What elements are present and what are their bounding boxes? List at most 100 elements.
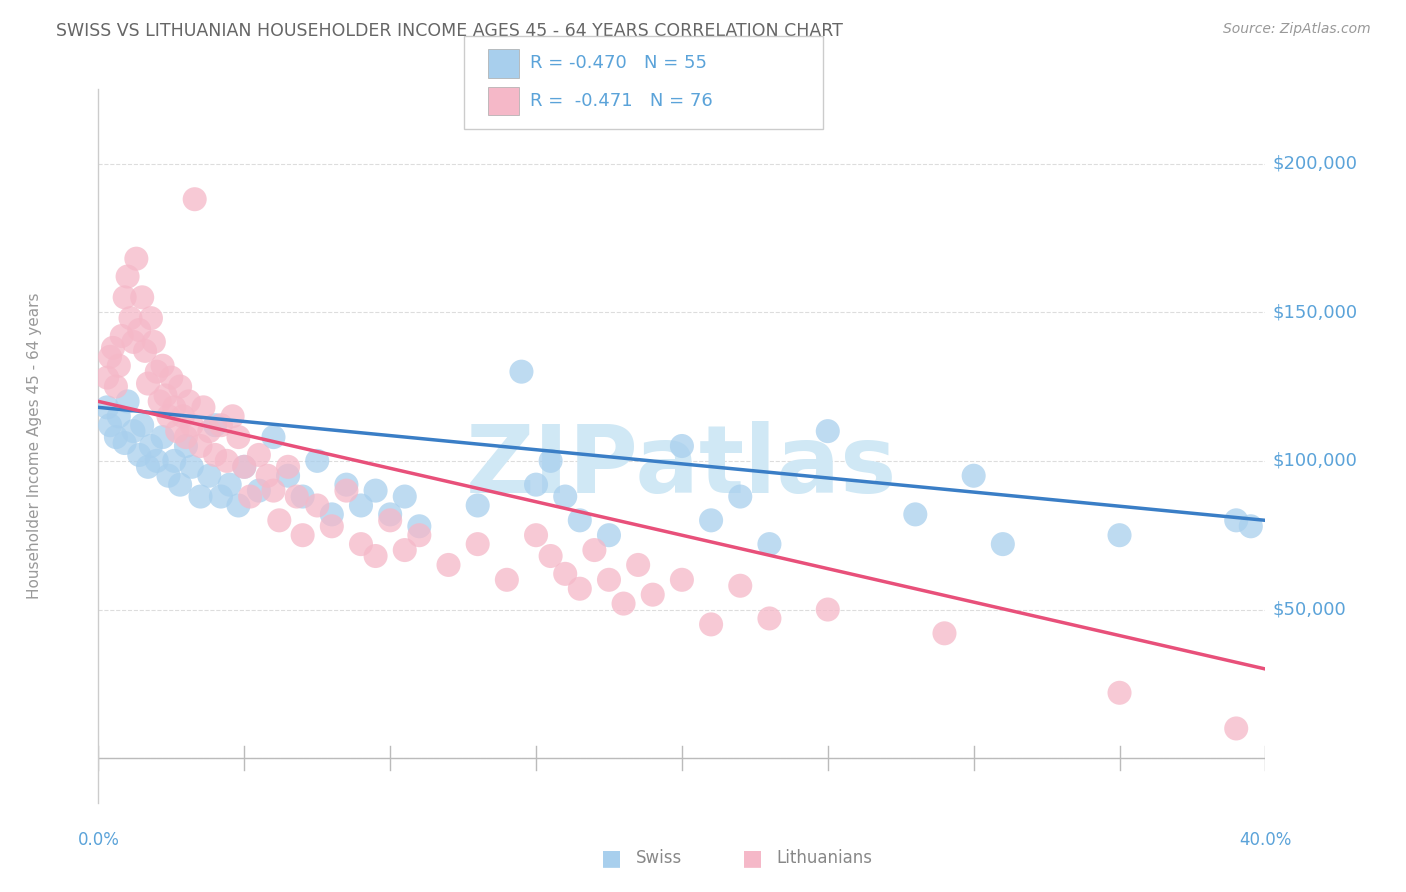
Point — [152, 359, 174, 373]
Point — [671, 573, 693, 587]
Point — [209, 418, 232, 433]
Point — [598, 573, 620, 587]
Point — [108, 359, 131, 373]
Point — [98, 350, 121, 364]
Point — [671, 439, 693, 453]
Point — [204, 418, 226, 433]
Point — [583, 543, 606, 558]
Text: $50,000: $50,000 — [1272, 600, 1346, 618]
Point — [228, 499, 250, 513]
Text: Source: ZipAtlas.com: Source: ZipAtlas.com — [1223, 22, 1371, 37]
Point — [394, 543, 416, 558]
Point — [641, 588, 664, 602]
Point — [163, 454, 186, 468]
Point — [291, 490, 314, 504]
Point — [934, 626, 956, 640]
Point — [728, 579, 751, 593]
Point — [198, 424, 221, 438]
Point — [180, 459, 202, 474]
Point — [172, 409, 194, 424]
Point — [495, 573, 517, 587]
Point — [277, 468, 299, 483]
Point — [394, 490, 416, 504]
Point — [256, 468, 278, 483]
Point — [540, 549, 562, 563]
Point — [128, 448, 150, 462]
Point — [247, 448, 270, 462]
Point — [174, 430, 197, 444]
Point — [262, 483, 284, 498]
Text: Lithuanians: Lithuanians — [776, 849, 872, 867]
Point — [169, 477, 191, 491]
Text: SWISS VS LITHUANIAN HOUSEHOLDER INCOME AGES 45 - 64 YEARS CORRELATION CHART: SWISS VS LITHUANIAN HOUSEHOLDER INCOME A… — [56, 22, 844, 40]
Point — [467, 537, 489, 551]
Point — [114, 436, 136, 450]
Point — [758, 611, 780, 625]
Point — [157, 409, 180, 424]
Point — [568, 582, 591, 596]
Point — [817, 602, 839, 616]
Point — [149, 394, 172, 409]
Point — [728, 490, 751, 504]
Point — [291, 528, 314, 542]
Point — [125, 252, 148, 266]
Point — [134, 343, 156, 358]
Text: ■: ■ — [742, 848, 762, 868]
Point — [174, 439, 197, 453]
Point — [817, 424, 839, 438]
Point — [180, 418, 202, 433]
Point — [177, 394, 200, 409]
Point — [139, 439, 162, 453]
Point — [183, 192, 205, 206]
Text: 0.0%: 0.0% — [77, 831, 120, 849]
Point — [554, 490, 576, 504]
Point — [627, 558, 650, 572]
Point — [233, 459, 256, 474]
Point — [378, 508, 402, 522]
Point — [96, 370, 118, 384]
Point — [364, 549, 387, 563]
Point — [155, 388, 177, 402]
Point — [152, 430, 174, 444]
Point — [408, 519, 430, 533]
Point — [136, 376, 159, 391]
Point — [524, 477, 547, 491]
Point — [120, 311, 142, 326]
Point — [700, 513, 723, 527]
Point — [510, 365, 533, 379]
Point — [117, 394, 139, 409]
Point — [991, 537, 1014, 551]
Point — [350, 537, 373, 551]
Point — [215, 454, 238, 468]
Text: $100,000: $100,000 — [1272, 452, 1357, 470]
Point — [218, 477, 240, 491]
Text: R =  -0.471   N = 76: R = -0.471 N = 76 — [530, 92, 713, 110]
Point — [101, 341, 124, 355]
Point — [136, 459, 159, 474]
Point — [307, 454, 329, 468]
Point — [239, 490, 262, 504]
Point — [554, 566, 576, 581]
Text: ■: ■ — [602, 848, 621, 868]
Point — [285, 490, 308, 504]
Point — [321, 508, 343, 522]
Point — [335, 483, 357, 498]
Point — [160, 370, 183, 384]
Text: $150,000: $150,000 — [1272, 303, 1358, 321]
Text: ZIPatlas: ZIPatlas — [467, 421, 897, 514]
Point — [142, 334, 165, 349]
Point — [524, 528, 547, 542]
Point — [1240, 519, 1263, 533]
Point — [612, 597, 634, 611]
Point — [758, 537, 780, 551]
Point — [128, 323, 150, 337]
Point — [157, 468, 180, 483]
Point — [104, 430, 127, 444]
Point — [221, 409, 243, 424]
Point — [131, 418, 153, 433]
Point — [139, 311, 162, 326]
Point — [437, 558, 460, 572]
Point — [1225, 513, 1247, 527]
Point — [1108, 528, 1130, 542]
Point — [96, 401, 118, 415]
